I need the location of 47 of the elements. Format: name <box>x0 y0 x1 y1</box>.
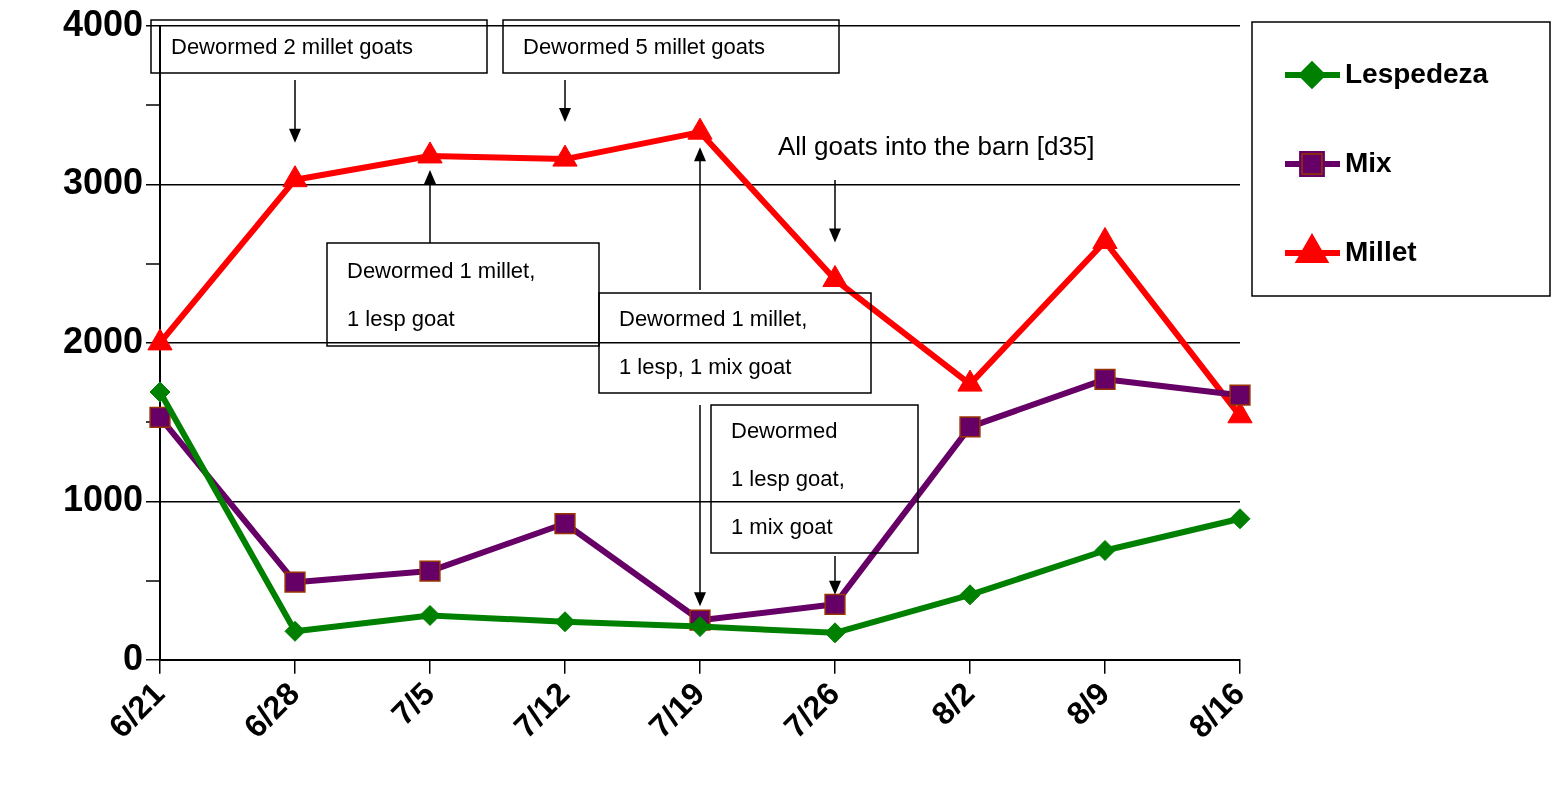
point <box>554 512 576 535</box>
point <box>554 611 576 633</box>
point <box>1229 508 1251 530</box>
y-tick-label: 3000 <box>62 161 143 203</box>
annotation: Dewormed 1 millet, 1 lesp, 1 mix goat <box>619 306 808 380</box>
point <box>1229 384 1251 406</box>
annotation: Dewormed 1 millet, 1 lesp goat <box>347 258 536 332</box>
y-tick-label: 2000 <box>62 319 143 361</box>
point <box>824 622 846 644</box>
x-tick-label: 7/12 <box>506 675 577 745</box>
point <box>959 584 981 606</box>
annotation: Dewormed 5 millet goats <box>523 34 766 60</box>
x-tick-label: 8/9 <box>1059 675 1117 733</box>
point <box>959 416 981 438</box>
point <box>824 593 846 615</box>
y-tick-label: 4000 <box>62 2 143 44</box>
point <box>687 117 713 140</box>
x-tick-label: 6/28 <box>236 675 307 745</box>
point <box>149 406 171 429</box>
point <box>417 141 443 164</box>
point <box>1092 227 1118 249</box>
legend-label: Mix <box>1345 146 1393 178</box>
point <box>689 616 711 638</box>
y-tick-label: 0 <box>122 636 143 678</box>
point <box>1094 368 1116 390</box>
point <box>822 265 848 288</box>
annotation: Dewormed 1 lesp goat, 1 mix goat <box>731 418 845 540</box>
point <box>1094 539 1116 561</box>
point <box>284 571 306 593</box>
point <box>284 620 306 642</box>
point <box>552 144 578 167</box>
x-tick-label: 7/26 <box>776 675 847 745</box>
x-tick-label: 8/16 <box>1181 675 1252 745</box>
x-tick-label: 7/5 <box>384 675 442 733</box>
annotation: All goats into the barn [d35] <box>778 131 1095 162</box>
x-tick-label: 7/19 <box>641 675 712 745</box>
point <box>419 560 441 582</box>
point <box>957 369 983 392</box>
legend-label: Lespedeza <box>1345 57 1489 89</box>
point <box>419 604 441 626</box>
y-tick-label: 1000 <box>62 478 143 520</box>
point <box>149 381 171 403</box>
legend-label: Millet <box>1345 235 1417 267</box>
x-tick-label: 8/2 <box>924 675 982 733</box>
annotation: Dewormed 2 millet goats <box>171 34 414 60</box>
x-tick-label: 6/21 <box>101 675 172 745</box>
point <box>282 165 308 188</box>
